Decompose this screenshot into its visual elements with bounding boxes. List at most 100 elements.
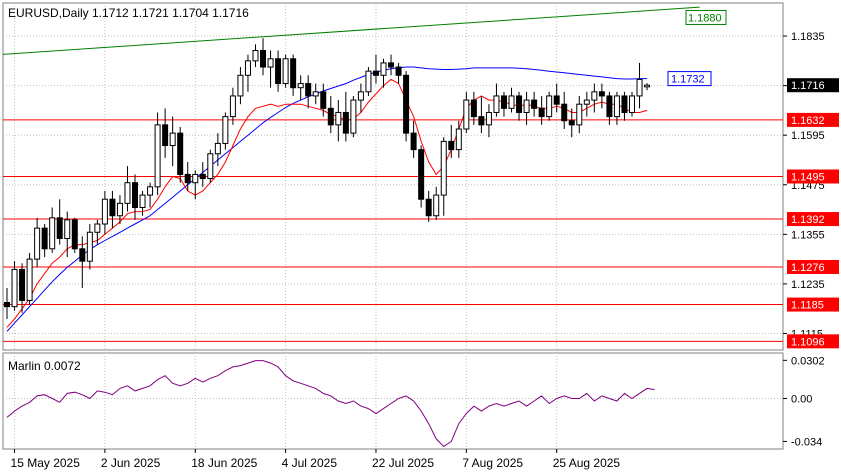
candle[interactable]: [244, 54, 251, 92]
candle[interactable]: [26, 252, 33, 305]
candle-body: [214, 142, 221, 155]
indicator-panel[interactable]: Marlin 0.0072: [2, 352, 784, 450]
trendline[interactable]: [0, 6, 700, 55]
candle[interactable]: [11, 261, 18, 311]
candle[interactable]: [154, 112, 161, 196]
candle[interactable]: [500, 91, 507, 117]
candle[interactable]: [192, 170, 199, 200]
candle[interactable]: [372, 54, 379, 84]
candle[interactable]: [71, 217, 78, 253]
main-panel[interactable]: EURUSD,Daily 1.1712 1.1721 1.1704 1.1716: [0, 2, 784, 351]
indicator-line[interactable]: [6, 360, 655, 448]
candle[interactable]: [508, 87, 515, 113]
candle[interactable]: [260, 38, 267, 76]
candle[interactable]: [478, 95, 485, 134]
candle[interactable]: [440, 137, 447, 216]
candle[interactable]: [621, 91, 628, 121]
candle[interactable]: [463, 91, 470, 134]
candle[interactable]: [516, 91, 523, 121]
candle[interactable]: [553, 83, 560, 113]
candle[interactable]: [327, 95, 334, 134]
candle[interactable]: [169, 116, 176, 167]
candle[interactable]: [636, 62, 643, 109]
candle[interactable]: [86, 224, 93, 270]
candle[interactable]: [523, 91, 530, 125]
candle[interactable]: [177, 126, 184, 183]
candle[interactable]: [365, 67, 372, 96]
candle[interactable]: [252, 44, 259, 68]
candle[interactable]: [628, 91, 635, 117]
candle[interactable]: [470, 91, 477, 125]
candle[interactable]: [644, 83, 651, 91]
candle[interactable]: [546, 91, 553, 121]
candle-body: [613, 95, 620, 118]
candle[interactable]: [312, 83, 319, 105]
candle[interactable]: [124, 166, 131, 212]
candle[interactable]: [64, 211, 71, 258]
candle-body: [86, 231, 93, 262]
candle[interactable]: [538, 95, 545, 125]
candle[interactable]: [561, 91, 568, 129]
candle[interactable]: [598, 83, 605, 109]
candle[interactable]: [613, 91, 620, 125]
candle-body: [64, 219, 71, 239]
candle[interactable]: [139, 190, 146, 216]
candle[interactable]: [380, 58, 387, 88]
candle[interactable]: [49, 207, 56, 253]
candle[interactable]: [403, 71, 410, 142]
candle[interactable]: [101, 190, 108, 235]
candle[interactable]: [94, 219, 101, 245]
candle[interactable]: [357, 83, 364, 113]
candle[interactable]: [395, 62, 402, 84]
candle[interactable]: [222, 112, 229, 150]
candle[interactable]: [576, 95, 583, 134]
candle[interactable]: [56, 199, 63, 245]
candle[interactable]: [282, 54, 289, 88]
candle[interactable]: [410, 120, 417, 158]
candle[interactable]: [335, 100, 342, 142]
candle-body: [192, 173, 199, 184]
candle[interactable]: [350, 95, 357, 138]
blue-moving-average[interactable]: [6, 66, 648, 332]
candle[interactable]: [237, 67, 244, 105]
candle[interactable]: [267, 50, 274, 88]
candle[interactable]: [116, 195, 123, 225]
candle[interactable]: [207, 149, 214, 183]
candle[interactable]: [418, 145, 425, 208]
candle[interactable]: [184, 162, 191, 191]
candle[interactable]: [493, 83, 500, 117]
candle[interactable]: [229, 87, 236, 125]
candle[interactable]: [448, 124, 455, 158]
candle[interactable]: [34, 217, 41, 268]
candle-body: [169, 132, 176, 147]
candle[interactable]: [79, 236, 86, 289]
candle-body: [132, 182, 139, 208]
candle[interactable]: [290, 54, 297, 96]
indicator-tick-label: 0.0302: [791, 355, 825, 367]
candle[interactable]: [297, 75, 304, 101]
candle[interactable]: [214, 133, 221, 167]
candle[interactable]: [275, 50, 282, 92]
candle[interactable]: [41, 224, 48, 258]
candle[interactable]: [455, 120, 462, 158]
candle[interactable]: [591, 83, 598, 113]
candle[interactable]: [305, 75, 312, 109]
candle[interactable]: [425, 190, 432, 222]
candle[interactable]: [485, 104, 492, 138]
candle[interactable]: [568, 108, 575, 138]
candle[interactable]: [606, 91, 613, 125]
candle[interactable]: [531, 91, 538, 117]
candle[interactable]: [19, 263, 26, 313]
candle[interactable]: [109, 190, 116, 229]
candle[interactable]: [132, 174, 139, 220]
candle[interactable]: [147, 182, 154, 208]
candle[interactable]: [4, 288, 10, 320]
candle[interactable]: [199, 162, 206, 187]
candle[interactable]: [342, 91, 349, 142]
candle[interactable]: [162, 108, 169, 158]
candle[interactable]: [583, 91, 590, 117]
candle[interactable]: [388, 54, 395, 76]
candle[interactable]: [433, 186, 440, 220]
candle[interactable]: [320, 83, 327, 117]
